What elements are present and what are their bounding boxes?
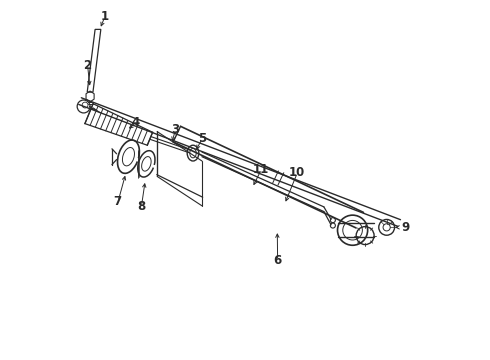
Text: 8: 8	[137, 201, 145, 213]
Text: 3: 3	[171, 123, 179, 136]
Text: 11: 11	[253, 163, 270, 176]
Text: 2: 2	[83, 59, 91, 72]
Text: 5: 5	[198, 132, 206, 145]
Text: 7: 7	[114, 195, 122, 208]
Text: 1: 1	[100, 10, 108, 23]
Text: 4: 4	[131, 116, 140, 129]
Text: 9: 9	[401, 221, 409, 234]
Text: 6: 6	[273, 254, 281, 267]
Text: 10: 10	[289, 166, 305, 179]
